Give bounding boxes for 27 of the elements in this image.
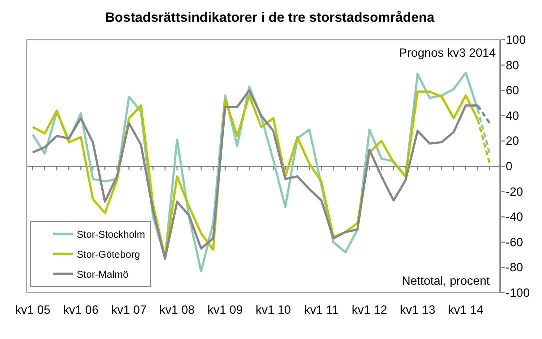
y-tick-label: -80 (506, 260, 524, 275)
y-tick-label: 80 (506, 58, 520, 72)
x-tick-label: kv1 10 (256, 303, 292, 317)
x-tick-label: kv1 07 (112, 303, 148, 317)
x-tick-label: kv1 05 (15, 303, 51, 317)
chart-title: Bostadsrättsindikatorer i de tre storstadsområdena (105, 10, 436, 25)
x-tick-label: kv1 13 (400, 303, 436, 317)
x-tick-label: kv1 12 (352, 303, 388, 317)
y-tick-label: 40 (506, 108, 520, 123)
legend-label: Stor-Stockholm (77, 230, 146, 241)
y-tick-label: -60 (506, 235, 524, 250)
legend-label: Stor-Malmö (77, 270, 130, 281)
annotation: Prognos kv3 2014 (399, 46, 496, 60)
y-tick-label: 60 (506, 84, 520, 98)
y-tick-label: -40 (506, 210, 524, 224)
y-tick-label: -20 (506, 184, 524, 199)
x-tick-label: kv1 14 (448, 303, 484, 317)
x-tick-label: kv1 06 (63, 303, 100, 317)
y-tick-label: 20 (506, 134, 520, 148)
x-tick-label: kv1 11 (304, 303, 340, 317)
x-tick-label: kv1 08 (160, 303, 196, 317)
y-tick-label: 100 (506, 33, 526, 47)
legend-label: Stor-Göteborg (77, 250, 140, 261)
y-tick-label: 0 (506, 160, 513, 174)
x-tick-label: kv1 09 (208, 303, 244, 317)
y-tick-label: -100 (506, 286, 530, 300)
annotation: Nettotal, procent (402, 274, 491, 288)
